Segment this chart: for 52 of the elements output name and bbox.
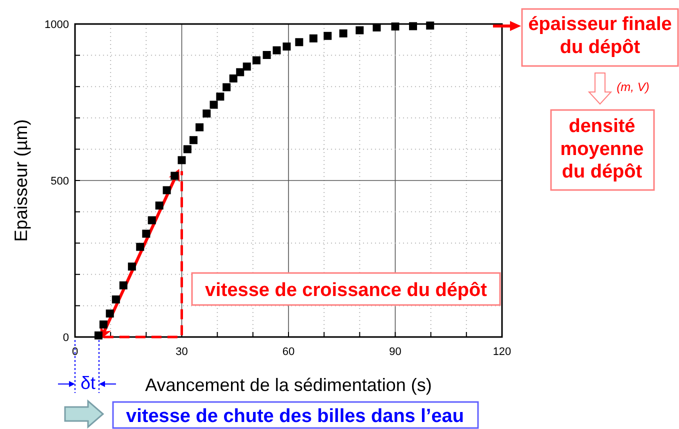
point bbox=[295, 38, 304, 46]
y-axis-title: Epaisseur (µm) bbox=[11, 119, 31, 242]
y-tick-label: 1000 bbox=[44, 19, 69, 31]
point bbox=[112, 295, 120, 304]
point bbox=[119, 281, 128, 290]
point bbox=[178, 156, 186, 164]
text: vitesse de chute des billes dans l’eau bbox=[126, 406, 464, 427]
point bbox=[148, 216, 156, 224]
point bbox=[94, 331, 102, 340]
point bbox=[170, 172, 179, 180]
point bbox=[202, 110, 211, 118]
point bbox=[242, 62, 251, 71]
x-tick-label: 0 bbox=[72, 346, 78, 358]
text: δt bbox=[80, 373, 96, 393]
point bbox=[252, 56, 260, 64]
point bbox=[189, 136, 198, 144]
point bbox=[409, 22, 418, 30]
point bbox=[372, 23, 381, 32]
point bbox=[262, 50, 271, 59]
x-tick-label: 90 bbox=[389, 346, 402, 358]
x-tick-label: 120 bbox=[492, 346, 512, 358]
point bbox=[162, 186, 171, 194]
point bbox=[309, 34, 318, 42]
point bbox=[142, 230, 150, 238]
x-tick-label: 30 bbox=[176, 346, 188, 358]
text: (m, V) bbox=[616, 80, 650, 94]
point bbox=[222, 83, 231, 92]
point bbox=[106, 310, 114, 318]
point bbox=[236, 68, 244, 76]
point bbox=[324, 32, 332, 40]
point bbox=[155, 202, 164, 210]
point bbox=[282, 42, 291, 51]
point bbox=[216, 92, 224, 101]
text: densité moyenne du dépôt bbox=[560, 116, 644, 183]
point bbox=[210, 100, 218, 109]
point bbox=[196, 123, 204, 132]
point bbox=[339, 29, 348, 38]
point bbox=[391, 22, 400, 31]
annotation: vitesse de croissance du dépôt bbox=[205, 280, 488, 301]
x-tick-label: 60 bbox=[282, 346, 295, 358]
point bbox=[183, 145, 192, 154]
point bbox=[272, 46, 281, 54]
point bbox=[229, 74, 238, 82]
x-axis-title: Avancement de la sédimentation (s) bbox=[145, 375, 432, 395]
point bbox=[128, 262, 136, 271]
text: épaisseur finale du dépôt bbox=[528, 14, 672, 58]
point bbox=[356, 26, 364, 34]
point bbox=[426, 22, 434, 30]
point bbox=[136, 242, 144, 251]
y-tick-label: 500 bbox=[50, 176, 69, 188]
y-tick-label: 0 bbox=[62, 332, 69, 344]
point bbox=[99, 320, 108, 328]
